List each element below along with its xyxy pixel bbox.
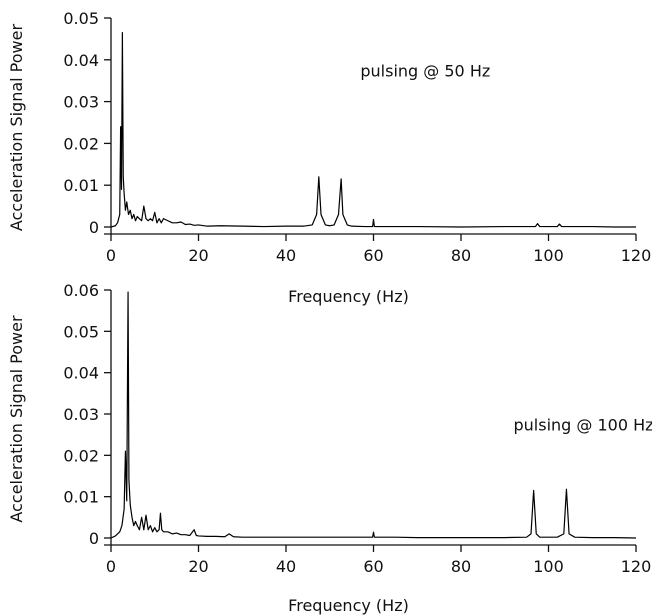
x-tick-label: 20 <box>188 246 208 265</box>
y-tick-label: 0.04 <box>63 51 99 70</box>
y-tick-label: 0.03 <box>63 93 99 112</box>
x-tick-label: 120 <box>621 557 652 576</box>
x-tick-label: 0 <box>106 557 116 576</box>
x-tick-label: 0 <box>106 246 116 265</box>
series-line-1 <box>110 291 637 539</box>
annotation-label: pulsing @ 100 Hz <box>514 416 652 435</box>
y-tick-label: 0.01 <box>63 488 99 507</box>
annotation-label: pulsing @ 50 Hz <box>360 62 490 81</box>
y-tick-label: 0 <box>89 529 99 548</box>
x-tick-label: 100 <box>533 246 564 265</box>
y-tick-label: 0.01 <box>63 176 99 195</box>
x-tick-label: 80 <box>451 557 471 576</box>
x-tick-label: 60 <box>363 557 383 576</box>
chart-panel-2: 0 0.01 0.02 0.03 0.04 0.05 0.06 0 20 40 60 80 100 120… <box>7 281 652 615</box>
x-tick-label: 80 <box>451 246 471 265</box>
y-tick-label: 0.03 <box>63 405 99 424</box>
y-tick-label: 0.02 <box>63 134 99 153</box>
y-axis-title: Acceleration Signal Power <box>7 24 26 232</box>
y-tick-label: 0 <box>89 218 99 237</box>
x-tick-label: 100 <box>533 557 564 576</box>
y-tick-label: 0.06 <box>63 281 99 300</box>
y-tick-label: 0.02 <box>63 446 99 465</box>
y-tick-label: 0.05 <box>63 322 99 341</box>
y-axis-title: Acceleration Signal Power <box>7 315 26 523</box>
x-axis-title: Frequency (Hz) <box>288 287 409 306</box>
y-tick-label: 0.05 <box>63 9 99 28</box>
x-tick-label: 120 <box>621 246 652 265</box>
chart-panel-1: 0 0.01 0.02 0.03 0.04 0.05 0 20 40 60 80 100 120 Freq… <box>7 9 651 306</box>
x-tick-label: 40 <box>276 557 296 576</box>
x-axis-title: Frequency (Hz) <box>288 596 409 615</box>
x-tick-label: 40 <box>276 246 296 265</box>
x-tick-label: 60 <box>363 246 383 265</box>
series-line-1 <box>110 32 636 228</box>
x-tick-label: 20 <box>188 557 208 576</box>
y-tick-label: 0.04 <box>63 364 99 383</box>
